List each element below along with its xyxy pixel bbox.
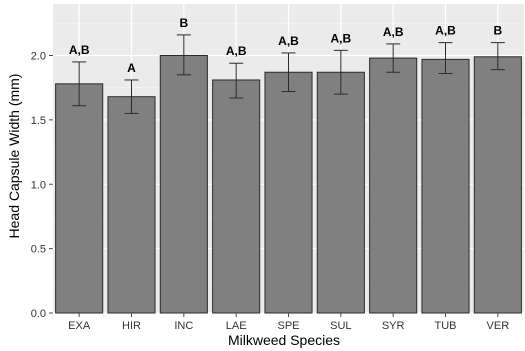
y-axis-title: Head Capsule Width (mm) — [6, 74, 22, 239]
significance-label: A,B — [226, 44, 247, 58]
y-axis: 0.0 0.5 1.0 1.5 2.0 — [31, 51, 53, 320]
x-tick-label: SYR — [382, 320, 405, 332]
significance-label: A,B — [278, 34, 299, 48]
y-tick-label: 0.5 — [31, 244, 46, 256]
significance-label: A,B — [330, 31, 351, 45]
significance-labels: A,B A B A,B A,B A,B A,B A,B B — [69, 16, 503, 75]
bar-lae — [212, 79, 261, 314]
bar-inc — [159, 55, 208, 314]
error-bars — [72, 34, 505, 114]
significance-label: A,B — [383, 25, 404, 39]
bar-ver — [473, 56, 522, 314]
bar-spe — [264, 71, 313, 314]
bar-sul — [316, 71, 365, 314]
y-tick-label: 2.0 — [31, 51, 46, 63]
bar-hir — [107, 96, 156, 314]
x-tick-label: TUB — [435, 320, 457, 332]
x-axis-title: Milkweed Species — [228, 332, 340, 348]
x-tick-label: INC — [174, 320, 193, 332]
bars — [55, 55, 522, 314]
bar-exa — [55, 83, 104, 314]
y-tick-label: 0.0 — [31, 308, 46, 320]
y-tick-label: 1.5 — [31, 115, 46, 127]
bar-tub — [421, 58, 470, 314]
significance-label: A,B — [435, 24, 456, 38]
x-tick-label: SPE — [277, 320, 299, 332]
significance-label: B — [179, 16, 188, 30]
significance-label: A,B — [69, 43, 90, 57]
x-tick-label: EXA — [68, 320, 91, 332]
x-tick-label: VER — [487, 320, 510, 332]
x-tick-label: LAE — [226, 320, 247, 332]
x-tick-label: SUL — [330, 320, 351, 332]
significance-label: B — [493, 24, 502, 38]
bar-syr — [369, 57, 418, 314]
y-tick-label: 1.0 — [31, 179, 46, 191]
significance-label: A — [127, 61, 136, 75]
x-tick-label: HIR — [122, 320, 141, 332]
x-axis: EXA HIR INC LAE SPE SUL SYR TUB VER — [68, 313, 509, 332]
